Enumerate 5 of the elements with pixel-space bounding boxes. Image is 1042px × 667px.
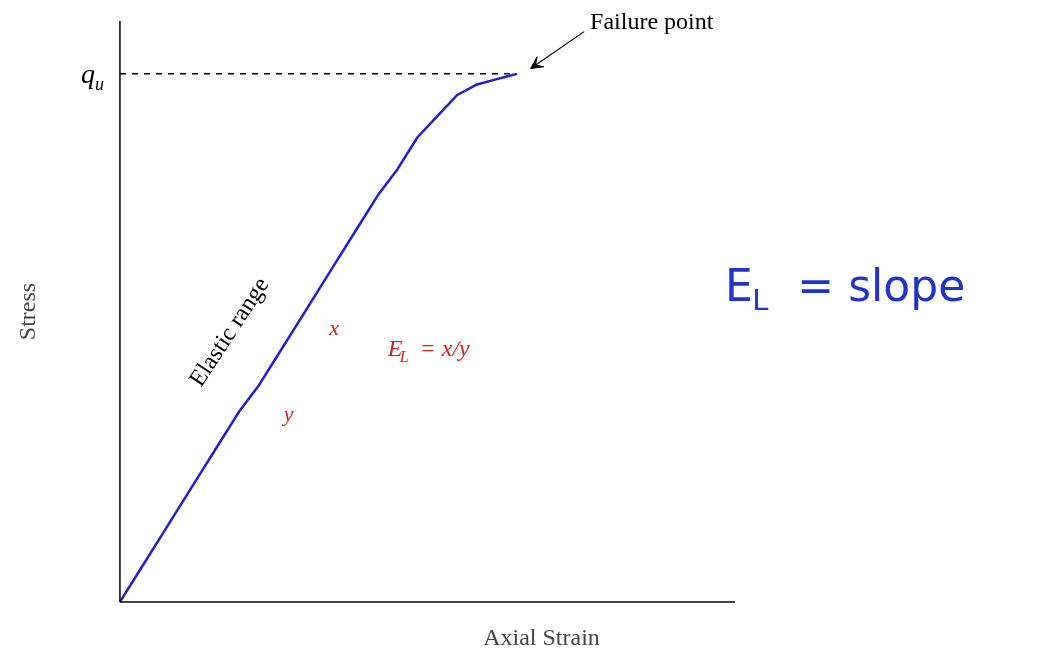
x-axis-title: Axial Strain xyxy=(483,623,600,650)
annotation: y xyxy=(281,401,294,427)
annotation: x xyxy=(328,314,340,340)
text: Failure point xyxy=(590,8,714,35)
y-axis-title: Stress xyxy=(13,282,40,341)
